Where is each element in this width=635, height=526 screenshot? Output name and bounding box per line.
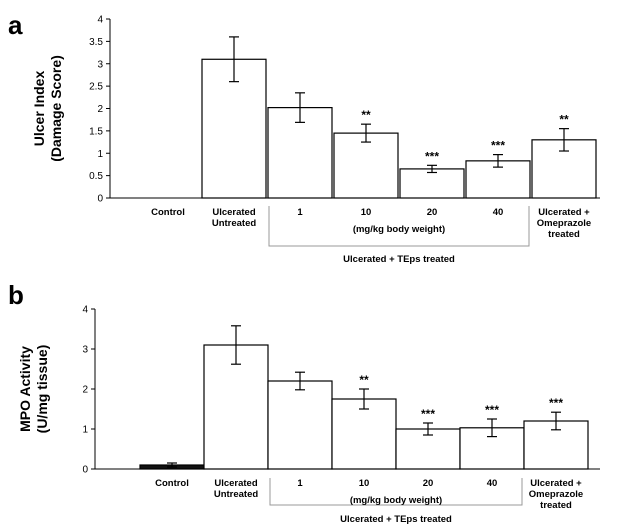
panel-a-category-label-line: Untreated bbox=[212, 218, 257, 229]
panel-a-significance-label: ** bbox=[361, 108, 371, 122]
panel-a-y-tick-label: 1 bbox=[97, 149, 103, 160]
panel-b-group-bracket bbox=[269, 478, 523, 506]
panel-a-y-tick-label: 0 bbox=[97, 194, 103, 205]
panel-a-category-label: Ulcerated Untreated bbox=[212, 207, 257, 229]
panel-b-dose-unit-label: (mg/kg body weight) bbox=[350, 495, 442, 506]
panel-b-significance-label: ** bbox=[359, 373, 369, 387]
panel-a-category-label-line: treated bbox=[548, 229, 580, 240]
panel-b-category-label: 1 bbox=[297, 478, 303, 489]
panel-a-bar bbox=[399, 168, 465, 199]
panel-b-category-label: Ulcerated + Omeprazole treated bbox=[529, 478, 583, 511]
panel-b-category-label: 40 bbox=[487, 478, 498, 489]
panel-a-category-label-line: 20 bbox=[427, 207, 438, 218]
panel-b-chart: MPO Activity(U/mg tissue) 0 1 2 3 4 Control Ulc… bbox=[17, 305, 600, 525]
panel-a-category-label-line: 10 bbox=[361, 207, 372, 218]
panel-b-category-label-line: 40 bbox=[487, 478, 498, 489]
panel-a-significance-label: *** bbox=[425, 149, 439, 163]
panel-a-category-label: 40 bbox=[493, 207, 504, 218]
panel-b-y-tick-label: 2 bbox=[82, 385, 88, 396]
panel-a-bar bbox=[201, 58, 267, 199]
panel-b-category-label-line: Ulcerated + bbox=[530, 478, 582, 489]
panel-a-bar bbox=[333, 132, 399, 199]
panel-a-chart: Ulcer Index(Damage Score) 0 0.5 1 1.5 2 2.5 3 3.… bbox=[31, 15, 600, 265]
panel-b-category-label-line: treated bbox=[540, 500, 572, 511]
panel-a-category-label-line: 1 bbox=[297, 207, 303, 218]
panel-a-group-label: Ulcerated + TEps treated bbox=[343, 254, 455, 265]
panel-a-category-label-line: Ulcerated bbox=[212, 207, 255, 218]
panel-b-bar bbox=[395, 428, 461, 470]
panel-a-category-label: 1 bbox=[297, 207, 303, 218]
panel-b-y-axis-label-line: (U/mg tissue) bbox=[34, 345, 50, 434]
panel-a-category-label-line: Ulcerated + bbox=[538, 207, 590, 218]
panel-a-significance-label: ** bbox=[559, 113, 569, 127]
panel-b-category-label: Control bbox=[155, 478, 189, 489]
panel-a-y-axis-label: Ulcer Index(Damage Score) bbox=[31, 55, 64, 162]
panel-a-category-label: 20 bbox=[427, 207, 438, 218]
panel-b-bar bbox=[267, 380, 333, 470]
panel-b-category-label-line: Ulcerated bbox=[214, 478, 257, 489]
panel-b-category-label-line: 10 bbox=[359, 478, 370, 489]
panel-a-y-tick-label: 2 bbox=[97, 104, 103, 115]
panel-a-y-tick-label: 0.5 bbox=[89, 171, 103, 182]
panel-a-category-label-line: Omeprazole bbox=[537, 218, 591, 229]
panel-b-y-tick-label: 1 bbox=[82, 425, 88, 436]
panel-b-y-tick-label: 0 bbox=[82, 465, 88, 476]
panel-a-category-label: Control bbox=[151, 207, 185, 218]
panel-b-category-label-line: 1 bbox=[297, 478, 303, 489]
panel-a-y-tick-label: 2.5 bbox=[89, 82, 103, 93]
panel-a-y-tick-label: 3 bbox=[97, 59, 103, 70]
panel-b-category-label-line: Omeprazole bbox=[529, 489, 583, 500]
panel-b-category-label: 10 bbox=[359, 478, 370, 489]
panel-a-y-tick-label: 4 bbox=[97, 15, 103, 26]
panel-a-significance-label: *** bbox=[491, 139, 505, 153]
panel-b-y-axis-label: MPO Activity(U/mg tissue) bbox=[17, 345, 50, 434]
panel-b-category-label-line: Control bbox=[155, 478, 189, 489]
panel-b-y-tick-label: 4 bbox=[82, 305, 88, 316]
panel-b-significance-label: *** bbox=[421, 407, 435, 421]
panel-b-significance-label: *** bbox=[549, 396, 563, 410]
panel-b-bar bbox=[203, 344, 269, 470]
panel-a-category-label: Ulcerated + Omeprazole treated bbox=[537, 207, 591, 240]
panel-b-y-axis-label-line: MPO Activity bbox=[17, 346, 33, 432]
panel-a-dose-unit-label: (mg/kg body weight) bbox=[353, 224, 445, 235]
panel-a-y-axis-label-line: Ulcer Index bbox=[31, 71, 47, 147]
panel-letter-b: b bbox=[8, 280, 24, 310]
panel-a-group-bracket bbox=[268, 206, 530, 247]
panel-a-category-label: 10 bbox=[361, 207, 372, 218]
panel-b-y-tick-label: 3 bbox=[82, 345, 88, 356]
panel-b-category-label: Ulcerated Untreated bbox=[214, 478, 259, 500]
panel-b-category-label-line: Untreated bbox=[214, 489, 259, 500]
panel-b-significance-label: *** bbox=[485, 403, 499, 417]
panel-b-bar bbox=[523, 420, 589, 470]
panel-letter-a: a bbox=[8, 10, 23, 40]
panel-a-y-tick-label: 1.5 bbox=[89, 126, 103, 137]
panel-b-category-label: 20 bbox=[423, 478, 434, 489]
panel-a-category-label-line: 40 bbox=[493, 207, 504, 218]
panel-a-y-axis-label-line: (Damage Score) bbox=[48, 55, 64, 162]
panel-b-bar bbox=[331, 398, 397, 470]
panel-a-y-tick-label: 3.5 bbox=[89, 37, 103, 48]
panel-b-category-label-line: 20 bbox=[423, 478, 434, 489]
panel-a-category-label-line: Control bbox=[151, 207, 185, 218]
panel-b-group-label: Ulcerated + TEps treated bbox=[340, 514, 452, 525]
